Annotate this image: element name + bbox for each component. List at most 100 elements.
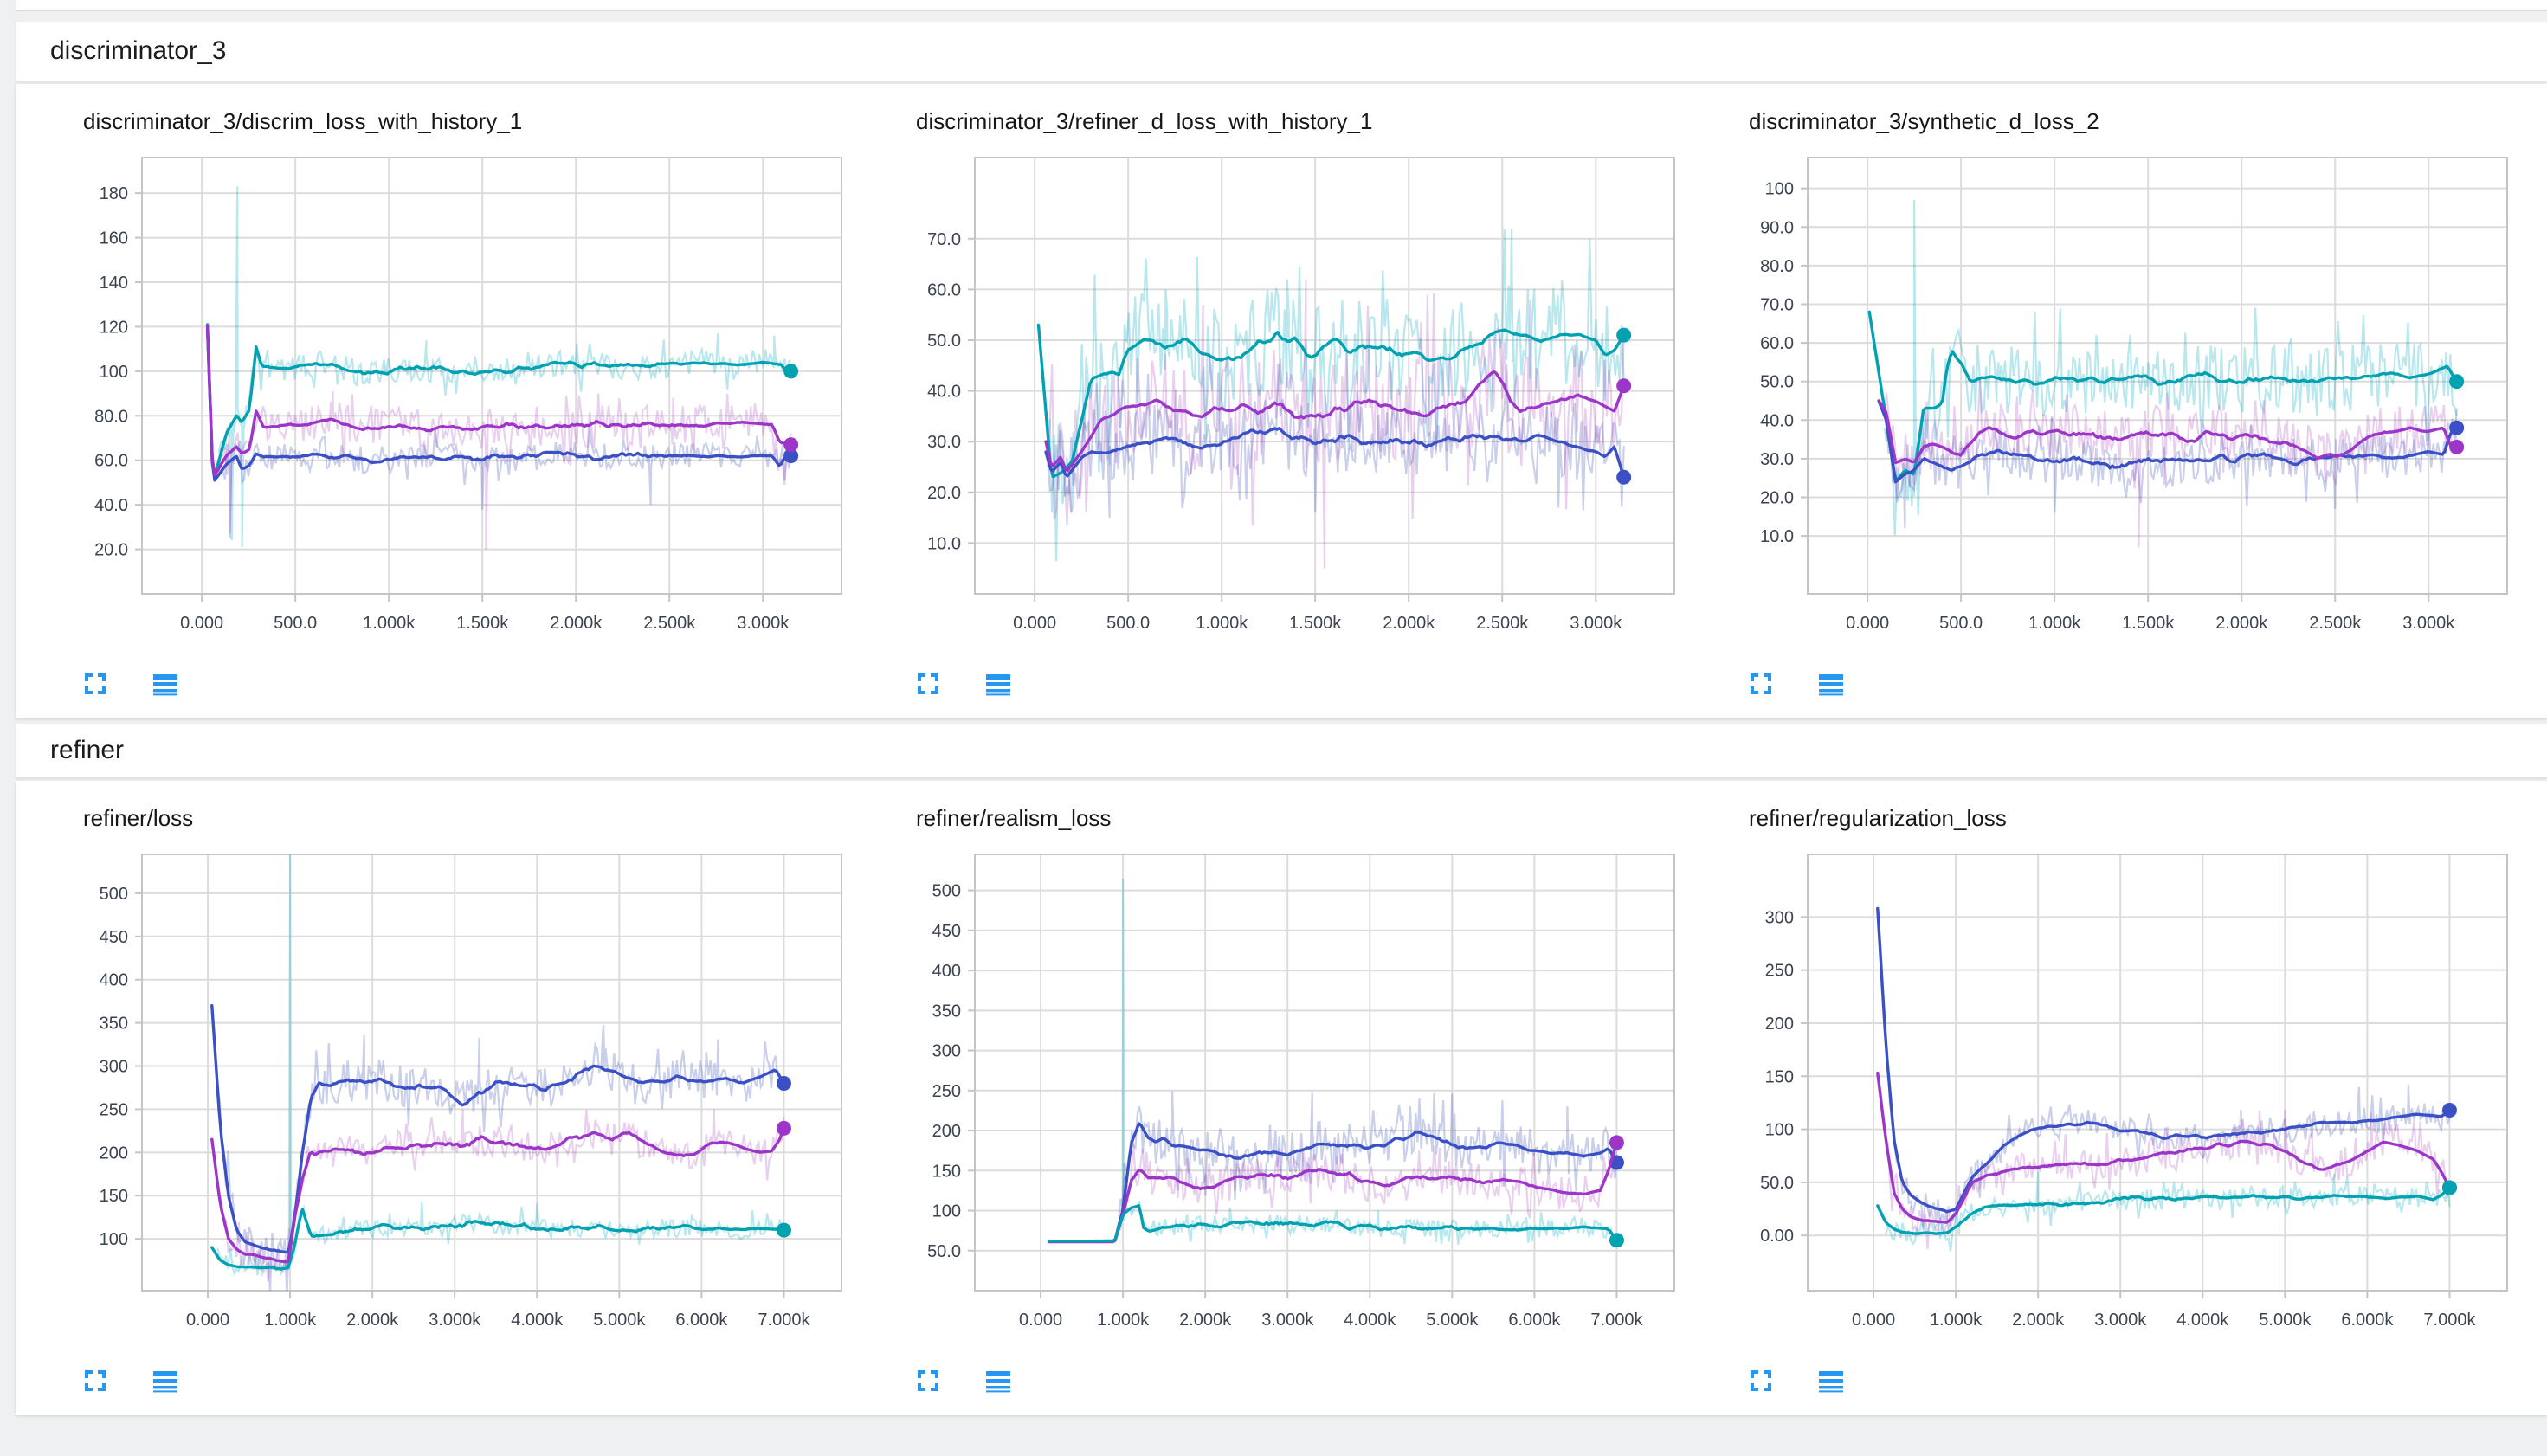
series-line-purple-run[interactable] [1044, 370, 1626, 473]
series-line-teal-run[interactable] [1047, 1203, 1619, 1243]
x-tick-label: 2.500k [643, 614, 696, 633]
series-end-dot-purple-run[interactable] [776, 1120, 791, 1136]
series-line-purple-run[interactable] [1876, 1071, 2452, 1224]
series-end-dot-teal-run[interactable] [1616, 327, 1632, 343]
fullscreen-icon[interactable] [1749, 672, 1773, 696]
series-line-teal-run[interactable] [210, 1208, 786, 1271]
series-end-dot-purple-run[interactable] [1609, 1135, 1624, 1150]
data-series-icon[interactable] [152, 672, 178, 696]
chart-card: discriminator_3/discrim_loss_with_histor… [48, 103, 862, 698]
y-tick-label: 250 [1765, 962, 1794, 981]
x-tick-label: 2.500k [2309, 614, 2362, 633]
series-end-dot-blue-run[interactable] [783, 448, 799, 464]
series-line-teal-run[interactable] [1036, 323, 1626, 479]
series-line-purple-run[interactable] [210, 1126, 786, 1264]
series-end-dot-teal-run[interactable] [2449, 374, 2465, 390]
x-tick-label: 0.000 [1013, 614, 1056, 633]
fullscreen-icon[interactable] [916, 1369, 940, 1393]
y-tick-label: 60.0 [1760, 334, 1794, 353]
series-line-teal-run[interactable] [205, 323, 793, 478]
y-tick-label: 100 [100, 1230, 128, 1249]
series-end-dot-teal-run[interactable] [2441, 1180, 2457, 1195]
x-tick-label: 7.000k [1590, 1311, 1643, 1330]
series-line-teal-run[interactable] [1876, 1186, 2452, 1235]
chart-canvas[interactable]: 10.0 20.0 30.0 40.0 50.0 60.0 70.0 0.000 500.0 1.… [881, 144, 1695, 663]
y-tick-label: 300 [100, 1058, 128, 1077]
series-end-dot-blue-run[interactable] [2441, 1103, 2457, 1118]
chart-actions [83, 670, 862, 698]
series-line-blue-run[interactable] [1876, 906, 2452, 1214]
y-tick-label: 90.0 [1760, 218, 1794, 237]
series-line-blue-run[interactable] [1044, 427, 1626, 479]
y-tick-label: 300 [932, 1042, 961, 1061]
x-tick-label: 6.000k [2341, 1311, 2394, 1330]
x-tick-label: 1.500k [2122, 614, 2175, 633]
data-series-icon[interactable] [985, 1369, 1011, 1393]
fullscreen-icon[interactable] [83, 672, 107, 696]
data-series-icon[interactable] [152, 1369, 178, 1393]
chart-actions [916, 1367, 1695, 1395]
series-end-dot-purple-run[interactable] [1616, 378, 1632, 394]
data-series-icon[interactable] [985, 672, 1011, 696]
y-tick-label: 500 [932, 882, 961, 901]
x-tick-label: 4.000k [1344, 1311, 1396, 1330]
series-line-blue-run[interactable] [1877, 399, 2459, 484]
series-line-purple-run[interactable] [205, 325, 793, 477]
section-header-refiner[interactable]: refiner [16, 724, 2547, 778]
series-end-dot-blue-run[interactable] [776, 1075, 791, 1091]
fullscreen-icon[interactable] [1749, 1369, 1773, 1393]
series-line-blue-run[interactable] [1047, 1122, 1619, 1243]
x-tick-label: 1.000k [363, 614, 416, 633]
section-header-discriminator-3[interactable]: discriminator_3 [16, 22, 2547, 81]
chart-canvas[interactable]: 20.0 40.0 60.0 80.0 100 120 140 160 180 0.000 500.… [48, 144, 862, 663]
chart-canvas[interactable]: 0.00 50.0 100 150 200 250 300 0.000 1.000k 2.000k… [1714, 841, 2528, 1360]
x-tick-label: 3.000k [737, 614, 790, 633]
x-tick-label: 3.000k [2094, 1311, 2147, 1330]
y-tick-label: 140 [100, 274, 128, 293]
series-line-purple-run[interactable] [1047, 1141, 1619, 1244]
series-end-dot-teal-run[interactable] [776, 1222, 791, 1238]
data-series-icon[interactable] [1818, 672, 1844, 696]
series-line-blue-run[interactable] [205, 327, 793, 482]
chart-canvas[interactable]: 10.0 20.0 30.0 40.0 50.0 60.0 70.0 80.0 90.0 100 0… [1714, 144, 2528, 663]
series-line-blue-run[interactable] [210, 1004, 786, 1254]
fullscreen-icon[interactable] [916, 672, 940, 696]
y-tick-label: 250 [100, 1100, 128, 1119]
series-end-dot-teal-run[interactable] [783, 364, 799, 379]
y-tick-label: 450 [932, 922, 961, 941]
x-tick-label: 500.0 [1939, 614, 1983, 633]
y-tick-label: 150 [100, 1187, 128, 1206]
data-series-icon[interactable] [1818, 1369, 1844, 1393]
y-tick-label: 200 [100, 1144, 128, 1163]
x-tick-label: 1.000k [2028, 614, 2081, 633]
y-tick-label: 10.0 [927, 534, 961, 553]
x-tick-label: 3.000k [1261, 1311, 1314, 1330]
fullscreen-icon[interactable] [83, 1369, 107, 1393]
chart-title: discriminator_3/synthetic_d_loss_2 [1749, 108, 2099, 134]
x-tick-label: 0.000 [1852, 1311, 1895, 1330]
chart-canvas[interactable]: 50.0 100 150 200 250 300 350 400 450 500 0.000 1.00… [881, 841, 1695, 1360]
chart-card: refiner/regularization_loss 0.00 50.0 100 1… [1714, 800, 2528, 1395]
series-end-dot-blue-run[interactable] [2449, 420, 2465, 435]
series-end-dot-teal-run[interactable] [1609, 1233, 1624, 1248]
y-tick-label: 150 [932, 1162, 961, 1181]
series-end-dot-blue-run[interactable] [1616, 469, 1632, 485]
series-line-teal-run[interactable] [1867, 310, 2459, 483]
series-line-purple-run[interactable] [1877, 399, 2459, 465]
x-tick-label: 1.000k [1196, 614, 1248, 633]
y-tick-label: 20.0 [94, 541, 128, 560]
y-tick-label: 80.0 [94, 407, 128, 426]
series-end-dot-purple-run[interactable] [2449, 440, 2465, 455]
y-tick-label: 350 [100, 1015, 128, 1034]
x-tick-label: 2.000k [2215, 614, 2268, 633]
x-tick-label: 3.000k [1570, 614, 1622, 633]
chart-card: discriminator_3/synthetic_d_loss_2 10.0 2… [1714, 103, 2528, 698]
y-tick-label: 400 [100, 971, 128, 990]
x-tick-label: 1.000k [1097, 1311, 1150, 1330]
y-tick-label: 20.0 [927, 484, 961, 503]
y-tick-label: 70.0 [1760, 295, 1794, 314]
chart-canvas[interactable]: 100 150 200 250 300 350 400 450 500 0.000 1.000k 2.… [48, 841, 862, 1360]
x-tick-label: 4.000k [511, 1311, 564, 1330]
y-tick-label: 60.0 [94, 452, 128, 471]
series-end-dot-purple-run[interactable] [783, 437, 799, 453]
